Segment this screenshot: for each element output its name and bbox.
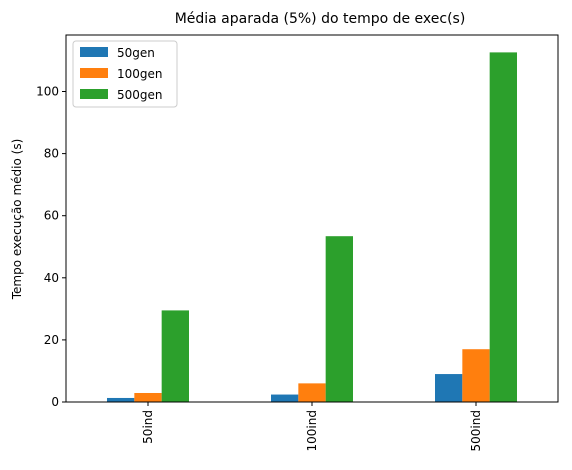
legend-label-500gen: 500gen bbox=[117, 88, 163, 102]
x-tick-label: 100ind bbox=[305, 410, 319, 451]
bars-group bbox=[107, 52, 517, 402]
y-tick-label: 80 bbox=[44, 147, 59, 161]
x-tick-label: 500ind bbox=[469, 410, 483, 451]
bar-50gen-100ind bbox=[271, 394, 299, 402]
y-tick-label: 40 bbox=[44, 271, 59, 285]
legend-label-100gen: 100gen bbox=[117, 67, 163, 81]
legend-swatch-500gen bbox=[80, 89, 108, 99]
bar-500gen-500ind bbox=[489, 52, 517, 402]
legend-swatch-100gen bbox=[80, 68, 108, 78]
bar-50gen-50ind bbox=[107, 397, 135, 402]
chart-title: Média aparada (5%) do tempo de exec(s) bbox=[175, 11, 466, 27]
y-tick-label: 0 bbox=[51, 395, 59, 409]
y-tick-label: 60 bbox=[44, 209, 59, 223]
bar-50gen-500ind bbox=[435, 374, 463, 402]
bar-100gen-100ind bbox=[298, 383, 326, 402]
x-tick-label: 50ind bbox=[141, 410, 155, 444]
bar-100gen-500ind bbox=[462, 349, 490, 402]
plot-frame bbox=[65, 34, 559, 403]
legend-swatch-50gen bbox=[80, 47, 108, 57]
bar-500gen-50ind bbox=[161, 310, 189, 402]
bar-100gen-50ind bbox=[134, 392, 162, 402]
x-axis-ticks: 50ind 100ind 500ind bbox=[141, 402, 483, 451]
y-tick-label: 100 bbox=[36, 85, 59, 99]
y-axis-ticks: 0 20 40 60 80 100 bbox=[36, 85, 66, 409]
legend: 50gen 100gen 500gen bbox=[72, 40, 178, 108]
legend-label-50gen: 50gen bbox=[117, 46, 155, 60]
bar-500gen-100ind bbox=[325, 236, 353, 402]
y-axis-label: Tempo execução médio (s) bbox=[10, 139, 24, 301]
y-tick-label: 20 bbox=[44, 333, 59, 347]
